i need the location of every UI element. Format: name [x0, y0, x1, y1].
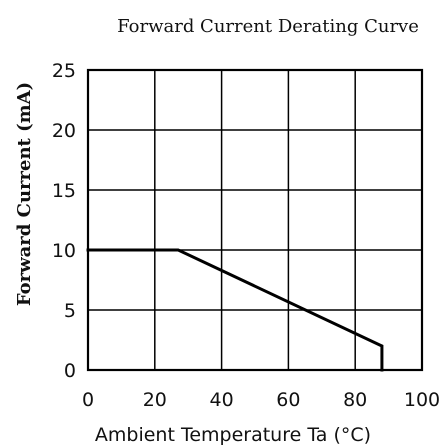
y-tick-label: 20 [52, 120, 76, 142]
y-tick-label: 10 [52, 240, 76, 262]
plot-grid [88, 70, 422, 370]
y-tick-label: 15 [52, 180, 76, 202]
x-tick-labels: 0 20 40 60 80 100 [82, 389, 440, 411]
x-tick-label: 80 [343, 389, 367, 411]
x-tick-label: 60 [276, 389, 300, 411]
plot-border [86, 68, 424, 372]
y-tick-label: 0 [64, 360, 76, 382]
y-tick-labels: 0 5 10 15 20 25 [52, 60, 76, 382]
x-tick-label: 40 [210, 389, 234, 411]
x-tick-label: 20 [143, 389, 167, 411]
x-tick-label: 0 [82, 389, 94, 411]
y-tick-label: 5 [64, 300, 76, 322]
plot-frame [86, 68, 424, 372]
x-axis-label: Ambient Temperature Ta (°C) [95, 424, 371, 446]
series-lines [86, 248, 384, 372]
y-tick-label: 25 [52, 60, 76, 82]
derating-curve-line [86, 248, 384, 372]
y-axis-label: Forward Current (mA) [14, 82, 35, 306]
x-tick-label: 100 [404, 389, 440, 411]
chart-title: Forward Current Derating Curve [117, 16, 419, 37]
